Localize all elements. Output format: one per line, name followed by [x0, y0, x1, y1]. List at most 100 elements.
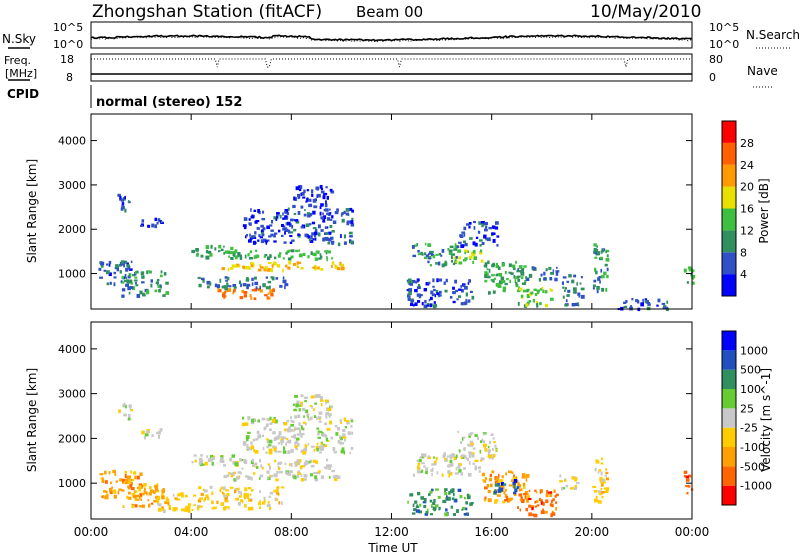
- data-cell: [471, 454, 475, 458]
- data-cell: [683, 470, 688, 474]
- data-cell: [504, 282, 508, 286]
- data-cell: [468, 454, 472, 458]
- data-cell: [546, 491, 551, 495]
- data-cell: [331, 230, 335, 233]
- data-cell: [448, 251, 453, 256]
- data-cell: [220, 486, 223, 490]
- colorbar-tick-label: 8: [740, 246, 747, 259]
- data-cell: [118, 409, 121, 414]
- data-cell: [411, 512, 416, 515]
- data-cell: [313, 408, 315, 412]
- data-cell: [334, 425, 338, 428]
- data-cell: [299, 429, 301, 434]
- data-cell: [297, 471, 300, 475]
- data-cell: [563, 487, 565, 490]
- data-cell: [549, 491, 553, 494]
- data-cell: [307, 255, 310, 259]
- data-cell: [318, 257, 322, 260]
- data-cell: [600, 462, 604, 465]
- data-cell: [328, 414, 331, 418]
- data-cell: [330, 436, 334, 440]
- data-cell: [207, 250, 212, 254]
- data-cell: [468, 444, 472, 447]
- data-cell: [549, 503, 553, 507]
- data-cell: [282, 212, 284, 216]
- data-cell: [429, 264, 432, 267]
- data-cell: [295, 437, 300, 441]
- data-cell: [555, 270, 560, 273]
- data-cell: [419, 456, 424, 459]
- data-cell: [473, 257, 475, 260]
- data-cell: [233, 478, 236, 482]
- data-cell: [317, 266, 320, 270]
- data-cell: [504, 494, 508, 498]
- data-cell: [345, 208, 350, 212]
- data-cell: [238, 254, 242, 257]
- data-cell: [237, 491, 241, 494]
- data-cell: [244, 475, 249, 478]
- data-cell: [326, 217, 331, 221]
- data-cell: [511, 479, 515, 482]
- data-cell: [162, 509, 166, 514]
- data-cell: [138, 495, 141, 500]
- data-cell: [513, 491, 517, 495]
- data-cell: [302, 196, 306, 199]
- data-cell: [298, 408, 301, 412]
- data-cell: [284, 283, 289, 287]
- data-cell: [313, 415, 316, 418]
- data-cell: [605, 250, 607, 254]
- data-cell: [258, 234, 261, 237]
- data-cell: [254, 281, 259, 286]
- data-cell: [349, 451, 351, 455]
- data-cell: [325, 434, 328, 438]
- data-cell: [143, 435, 146, 440]
- data-cell: [128, 491, 131, 495]
- data-cell: [205, 255, 210, 260]
- data-cell: [156, 498, 159, 502]
- data-cell: [250, 506, 254, 511]
- data-cell: [451, 253, 456, 256]
- data-cell: [496, 494, 501, 497]
- data-cell: [350, 418, 354, 421]
- data-cell: [301, 192, 305, 196]
- colorbar-swatch: [722, 485, 736, 505]
- data-cell: [293, 434, 297, 438]
- data-cell: [337, 267, 341, 271]
- data-cell: [458, 288, 462, 291]
- data-cell: [523, 265, 527, 268]
- data-cell: [539, 497, 541, 502]
- data-cell: [437, 293, 441, 297]
- data-cell: [301, 465, 305, 468]
- data-cell: [528, 300, 531, 303]
- data-cell: [477, 436, 480, 440]
- data-cell: [339, 436, 343, 441]
- data-cell: [520, 270, 524, 274]
- data-cell: [455, 454, 458, 458]
- data-cell: [555, 507, 557, 511]
- data-cell: [100, 264, 104, 268]
- data-cell: [313, 449, 316, 452]
- data-cell: [468, 222, 472, 225]
- data-cell: [412, 304, 415, 307]
- data-cell: [343, 241, 347, 245]
- data-cell: [457, 465, 461, 469]
- data-cell: [238, 495, 242, 498]
- data-cell: [250, 441, 253, 445]
- data-cell: [480, 221, 485, 225]
- data-cell: [597, 251, 600, 254]
- data-cell: [291, 239, 295, 242]
- data-cell: [463, 259, 467, 262]
- data-cell: [155, 495, 159, 500]
- data-cell: [489, 477, 492, 482]
- data-cell: [541, 286, 544, 290]
- data-cell: [595, 460, 600, 464]
- data-cell: [271, 264, 274, 268]
- data-cell: [552, 269, 555, 272]
- data-cell: [324, 444, 327, 448]
- data-cell: [115, 264, 119, 268]
- data-cell: [458, 241, 462, 244]
- data-cell: [327, 407, 332, 412]
- data-cell: [688, 267, 693, 272]
- data-cell: [275, 277, 279, 280]
- data-cell: [408, 279, 411, 282]
